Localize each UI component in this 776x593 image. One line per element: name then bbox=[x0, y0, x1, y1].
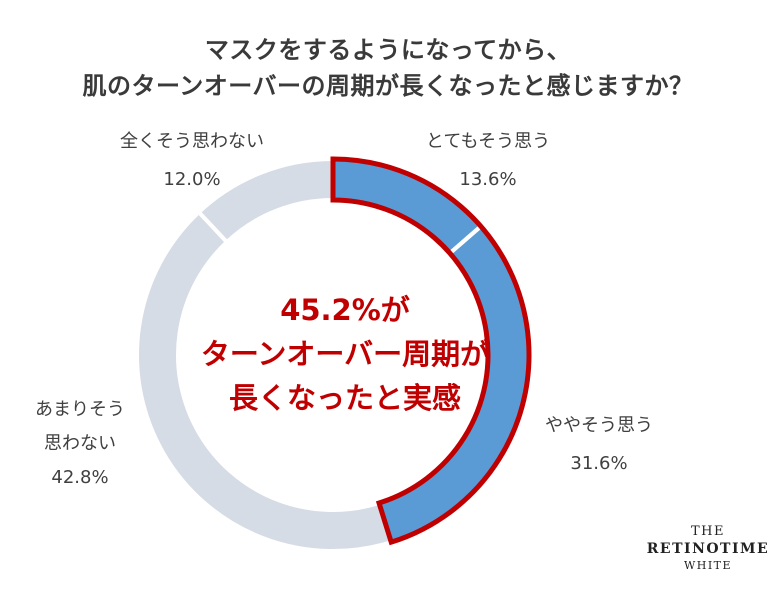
label-not-really: あまりそう 思わない 42.8% bbox=[20, 396, 140, 492]
label-not-at-all-value: 12.0% bbox=[163, 169, 221, 190]
label-somewhat-agree-value: 31.6% bbox=[570, 453, 628, 474]
highlight-outline bbox=[330, 156, 532, 546]
highlight-line-2: ターンオーバー周期が bbox=[200, 337, 490, 371]
label-not-at-all: 全くそう思わない 12.0% bbox=[92, 128, 292, 194]
brand-logo: THE RETINOTIME WHITE bbox=[640, 524, 776, 572]
brand-line-2: RETINOTIME bbox=[646, 541, 770, 557]
label-not-really-value: 42.8% bbox=[51, 467, 109, 488]
brand-line-3: WHITE bbox=[683, 559, 733, 572]
label-not-at-all-name: 全くそう思わない bbox=[120, 131, 264, 152]
label-very-much-agree-name: とてもそう思う bbox=[425, 131, 551, 152]
chart-title-line2: 肌のターンオーバーの周期が長くなったと感じますか？ bbox=[82, 72, 694, 100]
segment-not-really bbox=[135, 209, 394, 553]
chart-title-line1: マスクをするようになってから、 bbox=[204, 36, 572, 64]
segment-divider bbox=[448, 224, 483, 255]
label-somewhat-agree-name: ややそう思う bbox=[545, 415, 653, 436]
label-somewhat-agree: ややそう思う 31.6% bbox=[524, 412, 674, 478]
highlight-line-3: 長くなったと実感 bbox=[228, 381, 461, 415]
highlight-line-1: 45.2%が bbox=[280, 293, 410, 327]
label-not-really-name-1: あまりそう bbox=[35, 399, 125, 420]
brand-line-1: THE bbox=[691, 524, 725, 539]
highlight-message: 45.2%が ターンオーバー周期が 長くなったと実感 bbox=[180, 288, 510, 420]
label-not-really-name-2: 思わない bbox=[44, 433, 116, 454]
label-very-much-agree: とてもそう思う 13.6% bbox=[398, 128, 578, 194]
label-very-much-agree-value: 13.6% bbox=[459, 169, 517, 190]
